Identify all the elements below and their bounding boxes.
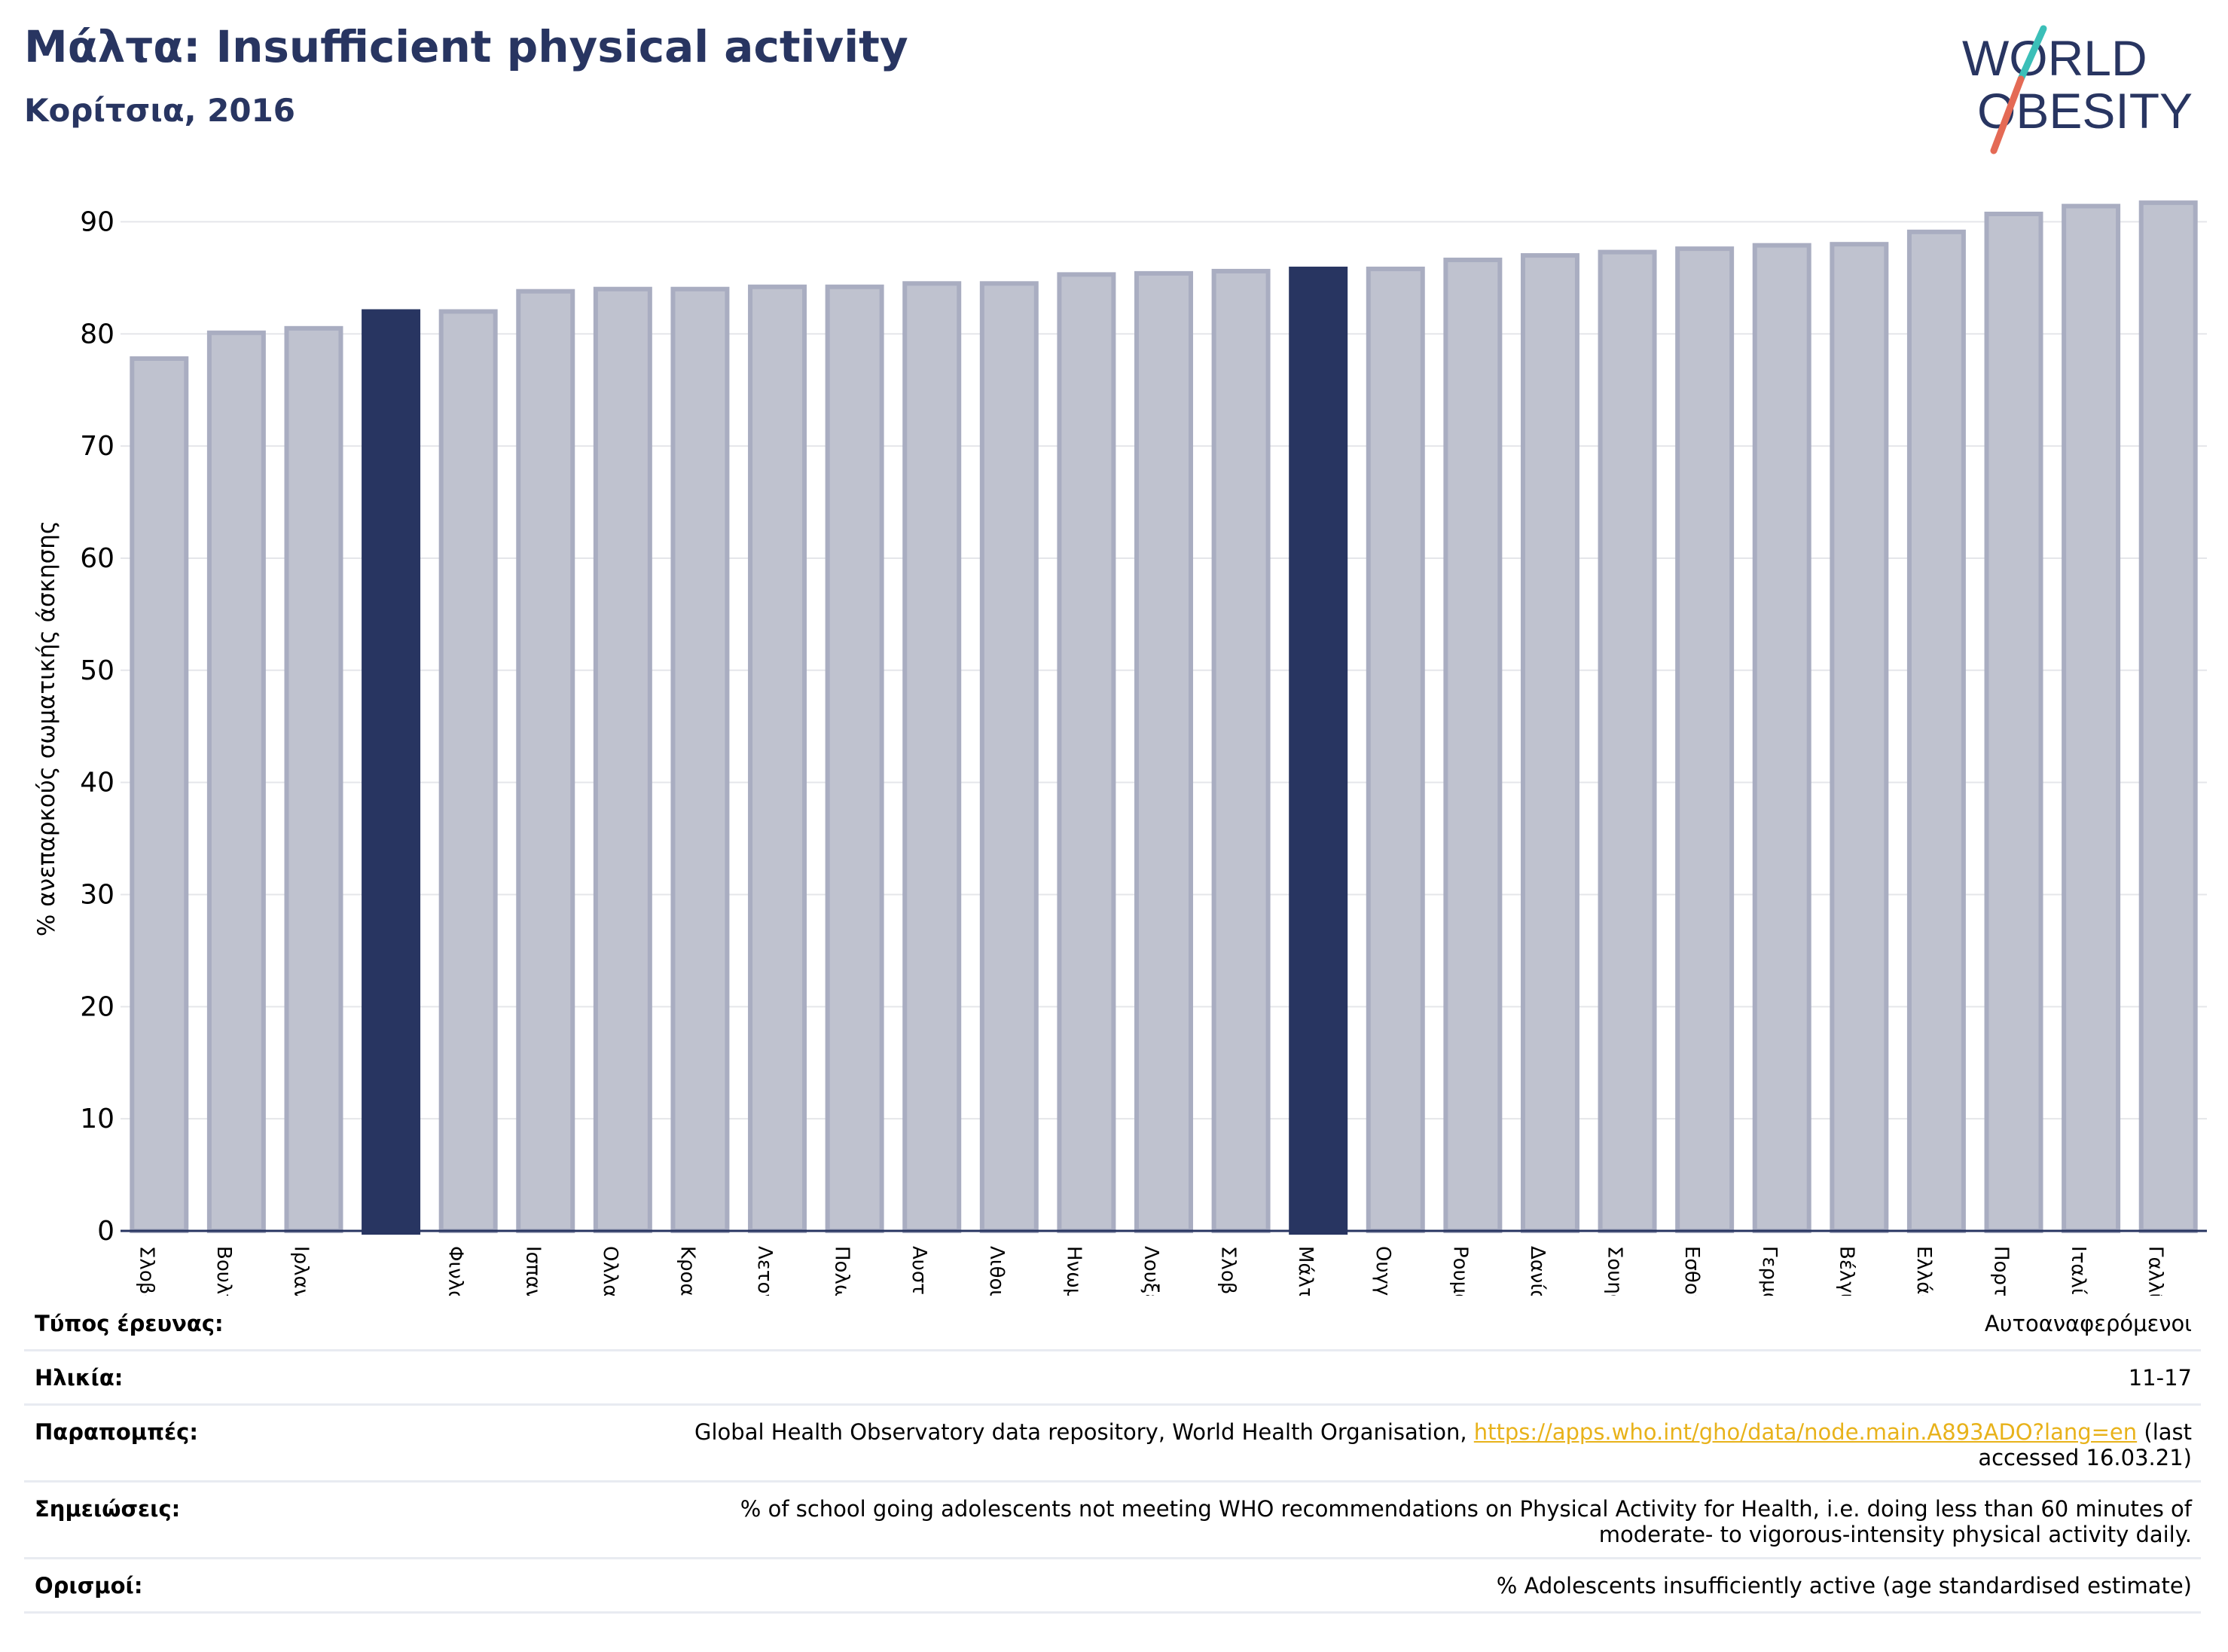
x-tick-label: Βουλγαρία xyxy=(212,1246,235,1296)
notes-label: Σημειώσεις: xyxy=(35,1496,181,1522)
age-value: 11-17 xyxy=(2128,1365,2192,1391)
bar xyxy=(1830,242,1889,1234)
x-tick-label: Ρουμανία xyxy=(1448,1246,1471,1296)
bar-highlight xyxy=(362,309,421,1235)
bar xyxy=(979,281,1039,1234)
x-tick-label: Ελλάδα xyxy=(1912,1246,1935,1296)
bar xyxy=(1211,268,1271,1233)
y-tick-label: 10 xyxy=(80,1104,114,1134)
x-tick-label: Λετονία xyxy=(753,1246,776,1296)
x-tick-label: Ιταλία xyxy=(2067,1246,2089,1296)
definitions-label: Ορισμοί: xyxy=(35,1573,143,1599)
x-tick-label: Πορτογαλία xyxy=(1990,1246,2013,1296)
bar xyxy=(1984,212,2043,1234)
y-tick-label: 30 xyxy=(80,879,114,910)
y-tick-label: 70 xyxy=(80,431,114,462)
logo-slash-bottom xyxy=(1990,75,2025,154)
bar xyxy=(1443,258,1503,1234)
bar xyxy=(1752,243,1811,1234)
survey-type-label: Τύπος έρευνας: xyxy=(35,1311,224,1336)
y-tick-label: 60 xyxy=(80,543,114,574)
x-tick-label: Βέλγιο xyxy=(1835,1246,1857,1296)
references-text: Global Health Observatory data repositor… xyxy=(694,1419,1474,1445)
x-tick-label: Φινλανδία xyxy=(444,1246,467,1296)
x-tick-label: Ιρλανδία xyxy=(289,1246,312,1296)
row-notes: Σημειώσεις: % of school going adolescent… xyxy=(24,1483,2201,1559)
x-tick-label: Εσθονία xyxy=(1680,1246,1703,1296)
bar xyxy=(2062,203,2121,1234)
y-tick-label: 40 xyxy=(80,768,114,799)
bar xyxy=(1520,253,1579,1233)
x-tick-label: Μάλτα xyxy=(1294,1246,1317,1296)
references-link[interactable]: https://apps.who.int/gho/data/node.main.… xyxy=(1473,1419,2138,1445)
bar xyxy=(825,284,884,1233)
info-table: Τύπος έρευνας: Αυτοαναφερόμενοι Ηλικία: … xyxy=(24,1297,2201,1614)
x-tick-label: Γερμανία xyxy=(1758,1246,1781,1296)
row-references: Παραπομπές: Global Health Observatory da… xyxy=(24,1406,2201,1483)
x-tick-label: Λουξεμβούργο xyxy=(1140,1246,1162,1296)
logo-slash-top xyxy=(2017,25,2047,83)
chart-subtitle: Κορίτσια, 2016 xyxy=(24,92,296,129)
y-tick-label: 80 xyxy=(80,319,114,350)
bar xyxy=(1906,229,1966,1233)
row-definitions: Ορισμοί: % Adolescents insufficiently ac… xyxy=(24,1559,2201,1614)
row-age: Ηλικία: 11-17 xyxy=(24,1351,2201,1406)
x-tick-label: Γαλλία xyxy=(2144,1246,2167,1296)
x-tick-label: Ηνωμένο Βασίλειο xyxy=(1062,1246,1085,1296)
age-label: Ηλικία: xyxy=(35,1365,124,1391)
references-accessed: (last accessed 16.03.21) xyxy=(1978,1419,2192,1470)
x-tick-label: Πολωνία xyxy=(831,1246,853,1296)
bar xyxy=(130,356,189,1233)
bar xyxy=(1366,266,1425,1234)
x-tick-label: Κροατία xyxy=(676,1246,698,1296)
bar xyxy=(284,325,343,1233)
y-tick-label: 0 xyxy=(97,1216,114,1247)
x-tick-label: Λιθουανία xyxy=(985,1246,1008,1296)
definitions-value: % Adolescents insufficiently active (age… xyxy=(1496,1573,2192,1599)
row-survey-type: Τύπος έρευνας: Αυτοαναφερόμενοι xyxy=(24,1297,2201,1351)
chart-title: Μάλτα: Insufficient physical activity xyxy=(24,21,908,72)
bar-chart: 0 10 20 30 40 50 60 70 80 90 % ανεπαρκούς σωματική… xyxy=(33,200,2207,1296)
references-label: Παραπομπές: xyxy=(35,1419,198,1445)
bar xyxy=(438,309,498,1233)
bar-highlight xyxy=(1289,266,1348,1235)
bar xyxy=(2138,200,2198,1233)
x-tick-label: Σλοβενία xyxy=(1217,1246,1240,1296)
bar xyxy=(593,286,652,1233)
bar xyxy=(670,286,730,1233)
y-tick-label: 90 xyxy=(80,206,114,237)
x-tick-label: Δανία xyxy=(1526,1246,1549,1296)
y-axis-title: % ανεπαρκούς σωματικής άσκησης xyxy=(33,521,60,936)
references-value: Global Health Observatory data repositor… xyxy=(685,1419,2192,1470)
bar xyxy=(748,284,807,1233)
bar xyxy=(1675,246,1735,1233)
bar xyxy=(1134,270,1193,1233)
y-tick-label: 20 xyxy=(80,991,114,1022)
bar xyxy=(516,289,575,1234)
x-tick-label: Αυστρία xyxy=(908,1246,930,1296)
x-tick-label: Σλοβακία xyxy=(135,1246,157,1296)
x-tick-label: Ουγγαρία xyxy=(1372,1246,1394,1296)
survey-type-value: Αυτοαναφερόμενοι xyxy=(1984,1311,2192,1336)
x-tick-label: Ισπανία xyxy=(521,1246,544,1296)
notes-value: % of school going adolescents not meetin… xyxy=(740,1496,2192,1547)
bar xyxy=(206,330,266,1233)
bar xyxy=(902,281,962,1234)
x-tick-label: Σουηδία xyxy=(1604,1246,1626,1296)
y-tick-label: 50 xyxy=(80,655,114,686)
x-tick-label: Ολλανδία xyxy=(599,1246,621,1296)
world-obesity-logo: WORLD OBESITY xyxy=(1962,25,2193,154)
bar xyxy=(1057,272,1116,1233)
bar xyxy=(1598,249,1657,1234)
logo-word-world: WORLD xyxy=(1962,30,2147,86)
